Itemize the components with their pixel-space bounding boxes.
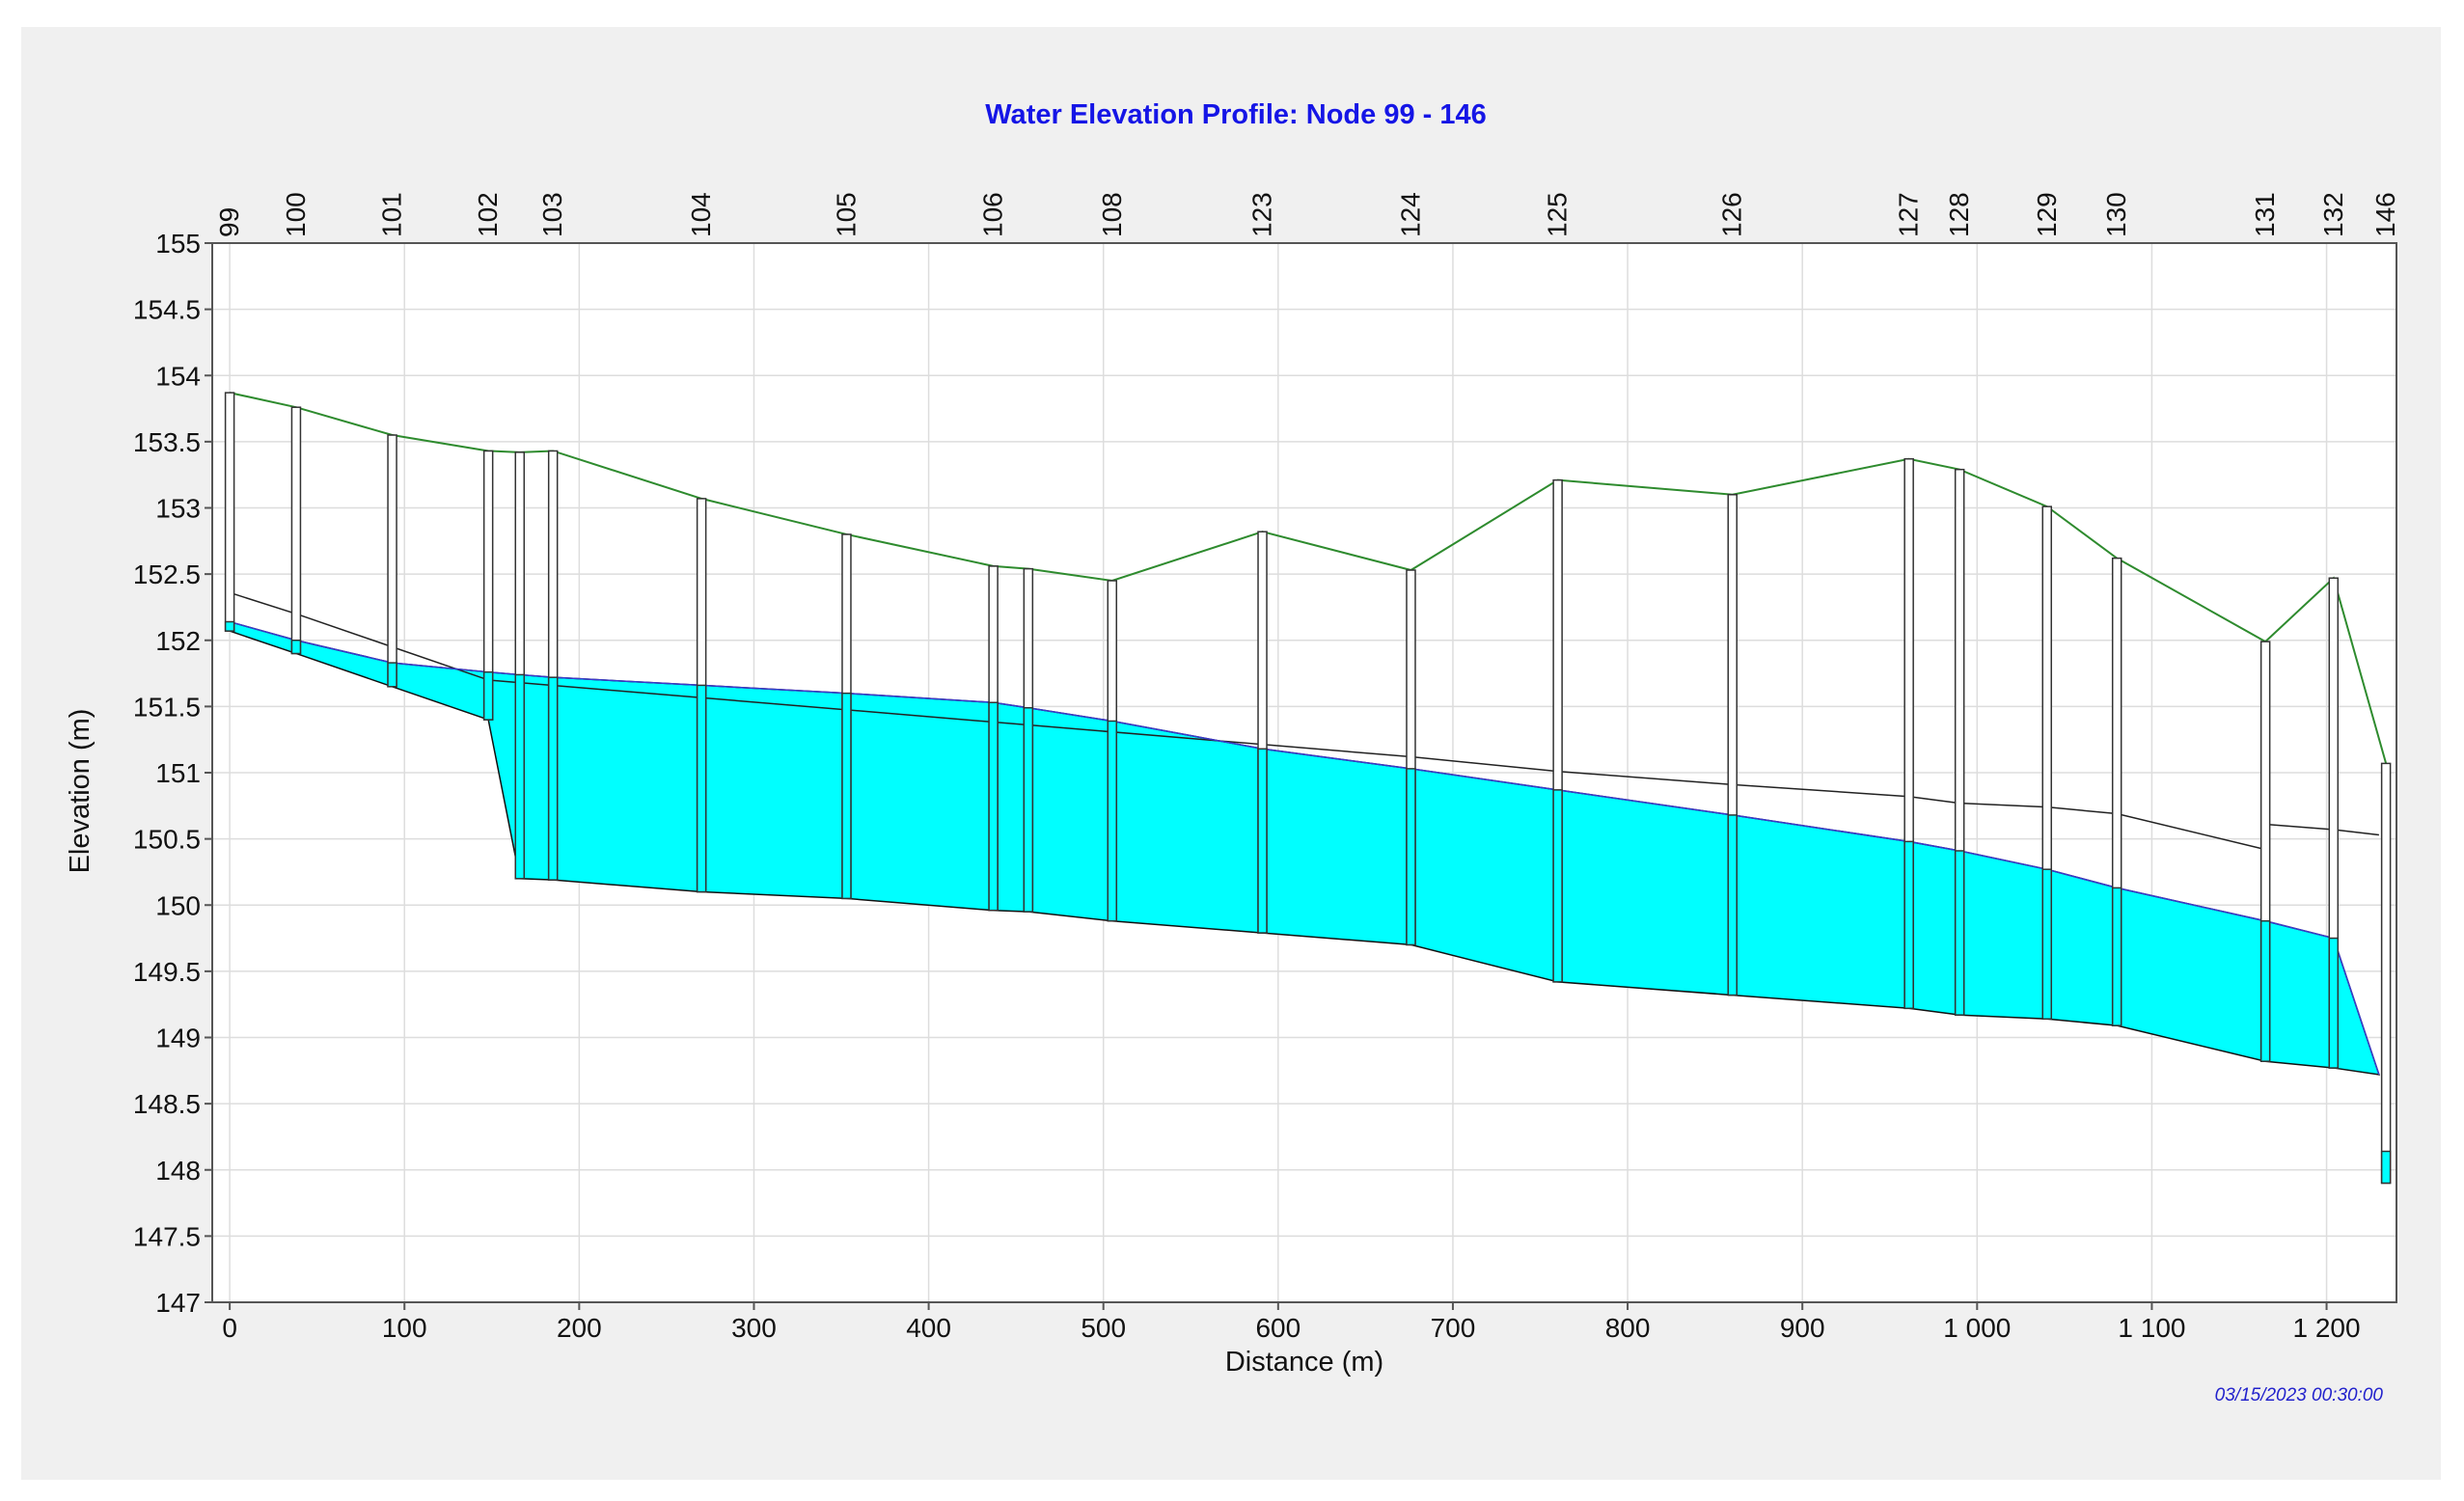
x-tick-label: 1 000	[1943, 1313, 2011, 1343]
x-tick-label: 700	[1431, 1313, 1476, 1343]
manhole-shaft	[387, 434, 397, 688]
y-tick-label: 153.5	[133, 427, 201, 457]
manhole-water	[988, 701, 999, 912]
manhole-water	[2111, 887, 2122, 1026]
manhole-water	[2380, 1150, 2392, 1185]
x-tick-label: 200	[557, 1313, 602, 1343]
manhole-water	[1954, 850, 1965, 1016]
x-tick-label: 500	[1081, 1313, 1126, 1343]
ground-line	[229, 392, 2388, 764]
timestamp: 03/15/2023 00:30:00	[2215, 1385, 2384, 1405]
manhole-water	[1107, 720, 1118, 922]
y-tick-label: 148	[155, 1156, 201, 1186]
manhole-water	[224, 620, 235, 632]
node-label: 131	[2250, 192, 2280, 237]
x-axis-label: Distance (m)	[1225, 1347, 1383, 1378]
node-label: 146	[2370, 192, 2400, 237]
y-tick-label: 148.5	[133, 1089, 201, 1119]
x-tick-label: 0	[222, 1313, 237, 1343]
manhole-water	[696, 684, 707, 893]
y-tick-label: 149	[155, 1023, 201, 1053]
node-label: 128	[1944, 192, 1974, 237]
y-tick-label: 151.5	[133, 692, 201, 722]
manhole-shaft	[290, 406, 302, 655]
y-tick-label: 152	[155, 626, 201, 656]
x-tick-label: 400	[906, 1313, 951, 1343]
node-label: 124	[1395, 192, 1425, 237]
manhole-water	[514, 673, 526, 880]
node-label: 125	[1543, 192, 1573, 237]
profile-lines	[229, 392, 2388, 1076]
x-tick-label: 1 100	[2118, 1313, 2185, 1343]
manhole-water	[1727, 814, 1738, 996]
manhole-water	[2259, 919, 2271, 1062]
node-label: 108	[1097, 192, 1127, 237]
x-tick-label: 300	[731, 1313, 777, 1343]
x-tick-label: 1 200	[2293, 1313, 2361, 1343]
manhole-water	[2041, 868, 2053, 1021]
manhole-water	[2328, 937, 2340, 1069]
y-tick-label: 153	[155, 494, 201, 524]
node-label: 132	[2318, 192, 2348, 237]
hydraulic-grade-line	[229, 620, 2380, 1076]
manhole-water	[387, 662, 397, 688]
node-label: 130	[2101, 192, 2131, 237]
y-tick-label: 147.5	[133, 1221, 201, 1251]
node-label: 123	[1247, 192, 1277, 237]
manhole-water	[290, 640, 302, 655]
pipe-crown-line	[229, 591, 2266, 851]
y-tick-label: 154	[155, 361, 201, 391]
node-label: 101	[377, 192, 407, 237]
y-tick-label: 155	[155, 229, 201, 259]
x-tick-label: 600	[1255, 1313, 1300, 1343]
node-label: 104	[686, 192, 716, 237]
node-label: 102	[473, 192, 503, 237]
x-tick-label: 800	[1605, 1313, 1651, 1343]
node-label: 99	[214, 207, 244, 237]
node-label: 103	[537, 192, 567, 237]
manhole-water	[1257, 748, 1268, 934]
manhole-water	[1023, 706, 1034, 913]
node-label: 127	[1894, 192, 1924, 237]
chart-title: Water Elevation Profile: Node 99 - 146	[985, 99, 1486, 130]
x-tick-label: 100	[382, 1313, 427, 1343]
manhole-water	[482, 670, 494, 721]
node-label: 126	[1717, 192, 1747, 237]
y-axis-ticks: 147 147.5 148 148.5 149 149.5 150 150.5 151 151.5…	[133, 229, 212, 1318]
y-tick-label: 152.5	[133, 559, 201, 589]
node-label: 100	[281, 192, 311, 237]
manhole-shaft	[224, 392, 235, 632]
profile-chart: Water Elevation Profile: Node 99 - 146 0…	[65, 99, 2400, 1405]
y-tick-label: 154.5	[133, 295, 201, 325]
y-tick-label: 149.5	[133, 957, 201, 987]
manhole-water	[1406, 768, 1416, 946]
manholes	[224, 392, 2392, 1185]
y-axis-label: Elevation (m)	[65, 709, 96, 874]
y-tick-label: 150.5	[133, 825, 201, 855]
manhole-water	[841, 692, 852, 900]
node-label: 129	[2032, 192, 2062, 237]
node-labels: 99 100 101 102 103 104 105 106 108 123 124 125 126 12…	[214, 192, 2400, 237]
manhole-water	[547, 676, 559, 881]
x-axis-ticks: 0 100 200 300 400 500 600 700 800 900 1 000 1 100 1 …	[222, 1302, 2361, 1343]
y-tick-label: 147	[155, 1288, 201, 1318]
node-label: 105	[831, 192, 861, 237]
manhole-water	[1903, 840, 1914, 1010]
y-tick-label: 151	[155, 758, 201, 788]
manhole-shaft	[2380, 762, 2392, 1185]
y-tick-label: 150	[155, 890, 201, 920]
manhole-water	[1552, 789, 1563, 983]
node-label: 106	[978, 192, 1008, 237]
x-tick-label: 900	[1780, 1313, 1825, 1343]
chart-panel: Water Elevation Profile: Node 99 - 146 0…	[21, 27, 2441, 1480]
